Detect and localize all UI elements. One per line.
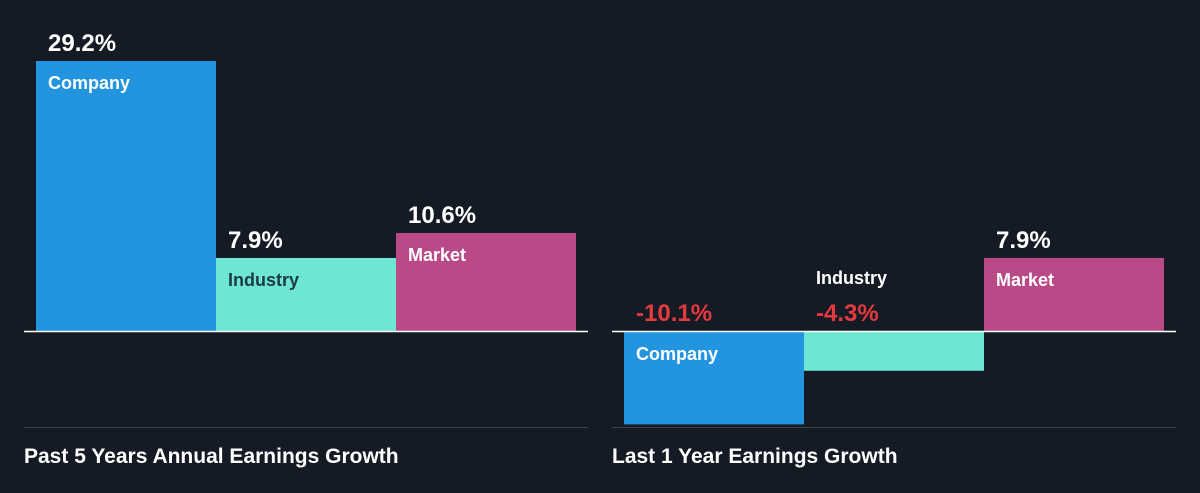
bar-company-1y <box>624 331 804 425</box>
category-label-industry-1y: Industry <box>816 268 887 288</box>
chart-title-1y: Last 1 Year Earnings Growth <box>612 445 898 468</box>
value-label-company-5y: 29.2% <box>48 30 116 57</box>
value-label-company-1y: -10.1% <box>636 300 712 327</box>
category-label-market-5y: Market <box>408 245 466 265</box>
bar-industry-1y <box>804 331 984 371</box>
category-label-market-1y: Market <box>996 270 1054 290</box>
chart-title-5y: Past 5 Years Annual Earnings Growth <box>24 445 399 468</box>
category-label-industry-5y: Industry <box>228 270 299 290</box>
bar-industry-5y <box>216 257 396 331</box>
value-label-industry-5y: 7.9% <box>228 227 283 254</box>
category-label-company-5y: Company <box>48 73 130 93</box>
value-label-market-1y: 7.9% <box>996 227 1051 254</box>
value-label-market-5y: 10.6% <box>408 202 476 229</box>
bar-market-1y <box>984 257 1164 331</box>
bar-market-5y <box>396 232 576 331</box>
bar-company-5y <box>36 61 216 331</box>
value-label-industry-1y: -4.3% <box>816 300 879 327</box>
category-label-company-1y: Company <box>636 344 718 364</box>
